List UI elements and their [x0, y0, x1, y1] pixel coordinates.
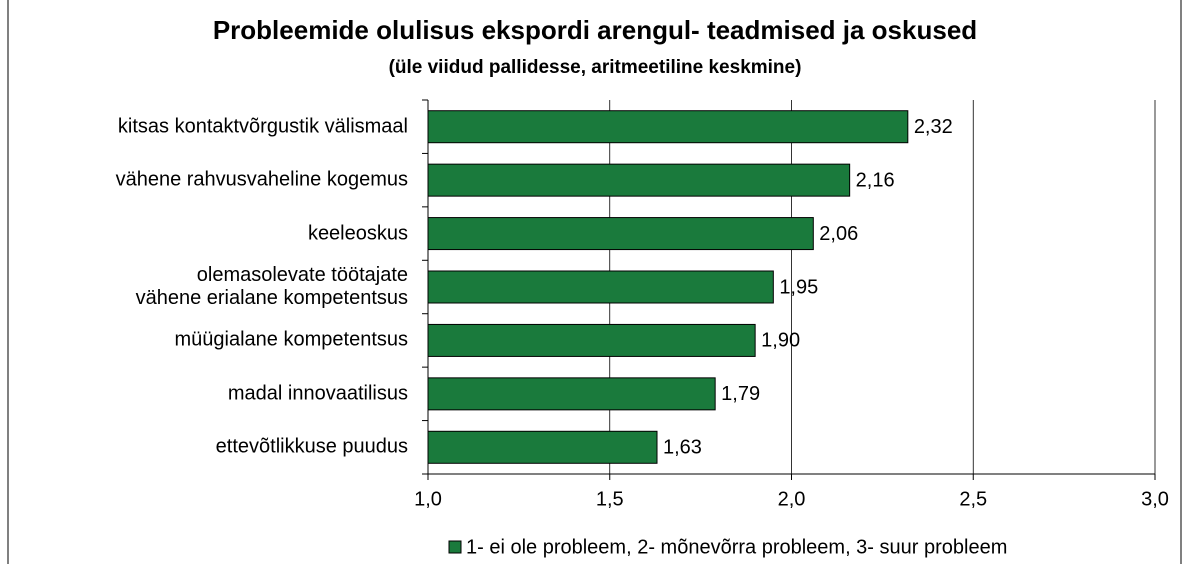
y-tick-label: müügialane kompetentsus [174, 328, 408, 351]
legend-label: 1- ei ole probleem, 2- mõnevõrra problee… [466, 536, 1007, 558]
y-tick-label: vähene rahvusvaheline kogemus [115, 168, 408, 191]
data-label: 2,16 [856, 169, 895, 191]
data-label: 2,06 [819, 223, 858, 245]
y-tick-label: kitsas kontaktvõrgustik välismaal [117, 115, 408, 138]
bar [427, 217, 814, 251]
bar [427, 377, 716, 411]
y-tick-label: ettevõtlikkuse puudus [215, 435, 408, 458]
bar [427, 270, 774, 304]
chart-frame [7, 0, 1182, 564]
data-label: 1,95 [779, 276, 818, 298]
x-tick-label: 1,5 [596, 488, 624, 510]
data-label: 1,90 [761, 330, 800, 352]
x-tick-label: 1,0 [414, 488, 442, 510]
bar [427, 430, 658, 464]
chart-title: Probleemide olulisus ekspordi arengul- t… [213, 15, 977, 45]
data-label: 2,32 [914, 116, 953, 138]
y-tick-label: keeleoskus [307, 222, 408, 245]
x-tick-label: 3,0 [1141, 488, 1169, 510]
data-label: 1,79 [721, 383, 760, 405]
y-tick-label: olemasolevate töötajate vähene erialane … [135, 264, 408, 309]
chart-subtitle: (üle viidud pallidesse, aritmeetiline ke… [389, 57, 802, 78]
data-label: 1,63 [663, 437, 702, 459]
y-tick-label: madal innovaatilisus [227, 382, 408, 405]
legend-swatch [448, 540, 462, 554]
bar [427, 110, 909, 144]
bar [427, 323, 756, 357]
x-tick-label: 2,5 [959, 488, 987, 510]
bar [427, 163, 851, 197]
x-tick-label: 2,0 [778, 488, 806, 510]
